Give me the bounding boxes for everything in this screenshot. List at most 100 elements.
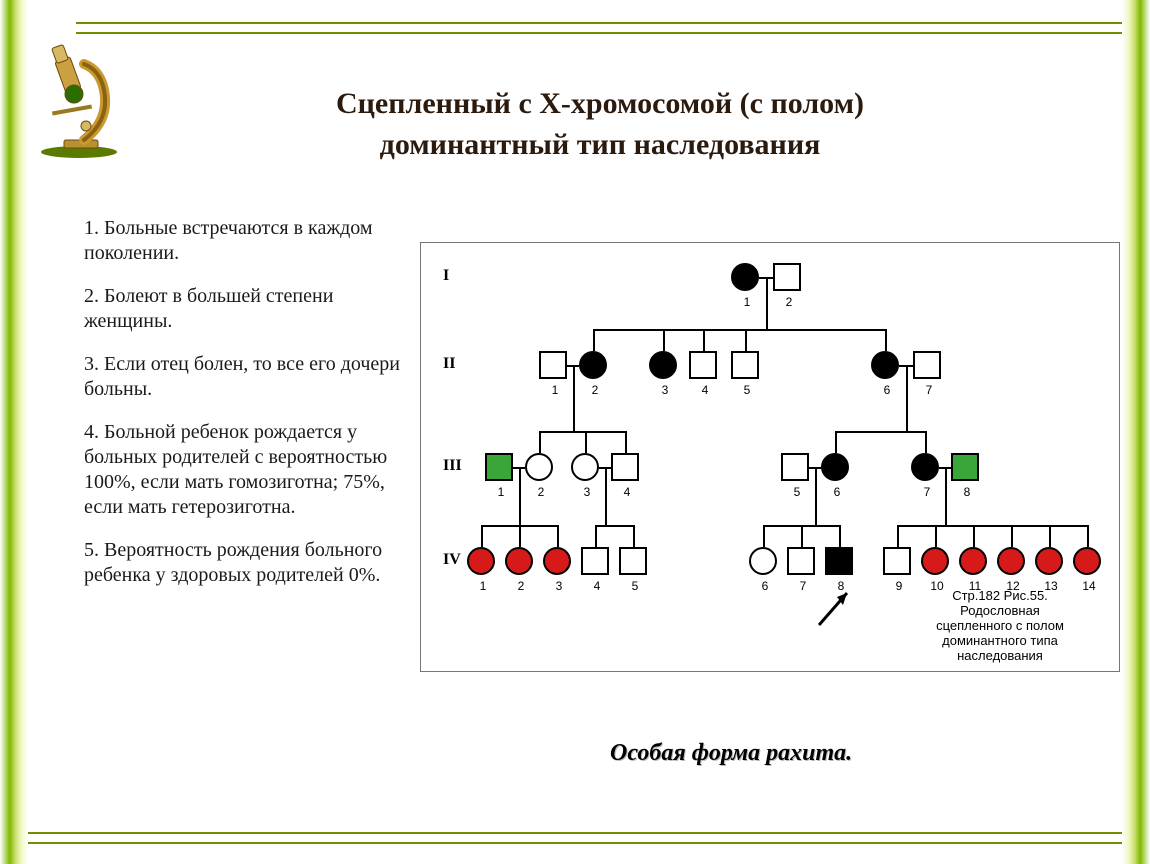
pedigree-line <box>625 431 627 453</box>
title-line-1: Сцепленный с Х-хромосомой (с полом) <box>336 87 864 120</box>
pedigree-index: 5 <box>733 383 761 397</box>
pedigree-index: 4 <box>583 579 611 593</box>
pedigree-index: 8 <box>953 485 981 499</box>
pedigree-female: 13 <box>1035 547 1063 575</box>
generation-label: I <box>443 267 449 285</box>
pedigree-female: 1 <box>731 263 759 291</box>
pedigree-line <box>880 431 906 433</box>
pedigree-line <box>593 329 885 331</box>
pedigree-line <box>1049 525 1051 547</box>
pedigree-line <box>519 467 521 525</box>
pedigree-index: 2 <box>507 579 535 593</box>
pedigree-line <box>839 525 841 547</box>
pedigree-female: 2 <box>579 351 607 379</box>
pedigree-line <box>633 525 635 547</box>
pedigree-female: 3 <box>649 351 677 379</box>
criterion-1: 1. Больные встречаются в каждом поколени… <box>84 216 414 266</box>
pedigree-index: 7 <box>789 579 817 593</box>
pedigree-line <box>766 277 768 329</box>
pedigree-male: 1 <box>485 453 513 481</box>
pedigree-line <box>1011 525 1013 547</box>
generation-label: II <box>443 355 455 373</box>
pedigree-line <box>600 525 605 527</box>
pedigree-line <box>935 525 937 547</box>
pedigree-male: 8 <box>825 547 853 575</box>
rule-bottom-1 <box>28 832 1122 834</box>
pedigree-male: 8 <box>951 453 979 481</box>
pedigree-male: 9 <box>883 547 911 575</box>
pedigree-female: 14 <box>1073 547 1101 575</box>
pedigree-line <box>595 525 597 547</box>
rule-bottom-2 <box>28 842 1122 844</box>
pedigree-index: 14 <box>1075 579 1103 593</box>
pedigree-index: 3 <box>651 383 679 397</box>
pedigree-line <box>925 431 927 453</box>
criteria-list: 1. Больные встречаются в каждом поколени… <box>84 216 414 606</box>
pedigree-index: 1 <box>487 485 515 499</box>
pedigree-index: 4 <box>613 485 641 499</box>
pedigree-line <box>906 365 908 431</box>
pedigree-line <box>897 525 1087 527</box>
pedigree-line <box>815 467 817 525</box>
pedigree-index: 7 <box>913 485 941 499</box>
pedigree-index: 2 <box>581 383 609 397</box>
pedigree-index: 1 <box>733 295 761 309</box>
pedigree-line <box>973 525 975 547</box>
pedigree-index: 6 <box>823 485 851 499</box>
generation-label: III <box>443 457 462 475</box>
figure-caption: Стр.182 Рис.55. Родословная сцепленного … <box>921 588 1079 663</box>
pedigree-index: 6 <box>873 383 901 397</box>
criterion-5: 5. Вероятность рождения больного ребенка… <box>84 538 414 588</box>
pedigree-female: 12 <box>997 547 1025 575</box>
pedigree-line <box>519 525 521 547</box>
pedigree-male: 4 <box>581 547 609 575</box>
pedigree-line <box>605 467 607 525</box>
criterion-4: 4. Больной ребенок рождается у больных р… <box>84 420 414 520</box>
pedigree-male: 4 <box>611 453 639 481</box>
pedigree-index: 6 <box>751 579 779 593</box>
pedigree-female: 6 <box>821 453 849 481</box>
pedigree-female: 1 <box>467 547 495 575</box>
pedigree-index: 1 <box>469 579 497 593</box>
pedigree-line <box>539 431 541 453</box>
pedigree-female: 3 <box>571 453 599 481</box>
generation-label: IV <box>443 551 461 569</box>
proband-arrow-icon <box>815 583 860 628</box>
pedigree-male: 2 <box>773 263 801 291</box>
pedigree-male: 7 <box>787 547 815 575</box>
microscope-icon <box>34 40 124 160</box>
pedigree-line <box>885 329 887 351</box>
pedigree-index: 3 <box>573 485 601 499</box>
pedigree-index: 5 <box>783 485 811 499</box>
slide-title: Сцепленный с Х-хромосомой (с полом) доми… <box>210 84 990 165</box>
pedigree-line <box>801 525 815 527</box>
pedigree-male: 4 <box>689 351 717 379</box>
pedigree-line <box>593 329 595 351</box>
pedigree-index: 3 <box>545 579 573 593</box>
pedigree-male: 7 <box>913 351 941 379</box>
rule-top-1 <box>76 22 1122 24</box>
pedigree-figure: IIIIIIIV12123456712345678123456789101112… <box>420 242 1120 672</box>
pedigree-line <box>573 365 575 431</box>
pedigree-female: 6 <box>871 351 899 379</box>
pedigree-female: 6 <box>749 547 777 575</box>
pedigree-female: 3 <box>543 547 571 575</box>
pedigree-line <box>945 525 992 527</box>
pedigree-female: 10 <box>921 547 949 575</box>
criterion-3: 3. Если отец болен, то все его дочери бо… <box>84 352 414 402</box>
pedigree-line <box>703 329 705 351</box>
pedigree-line <box>745 329 747 351</box>
criterion-2: 2. Болеют в большей степени женщины. <box>84 284 414 334</box>
pedigree-male: 1 <box>539 351 567 379</box>
frame-right <box>1122 0 1150 864</box>
pedigree-male: 5 <box>731 351 759 379</box>
pedigree-line <box>801 525 803 547</box>
pedigree-line <box>573 431 585 433</box>
pedigree-line <box>945 467 947 525</box>
frame-left <box>0 0 28 864</box>
title-line-2: доминантный тип наследования <box>380 128 821 161</box>
pedigree-index: 5 <box>621 579 649 593</box>
pedigree-female: 7 <box>911 453 939 481</box>
pedigree-line <box>663 329 665 351</box>
pedigree-index: 7 <box>915 383 943 397</box>
